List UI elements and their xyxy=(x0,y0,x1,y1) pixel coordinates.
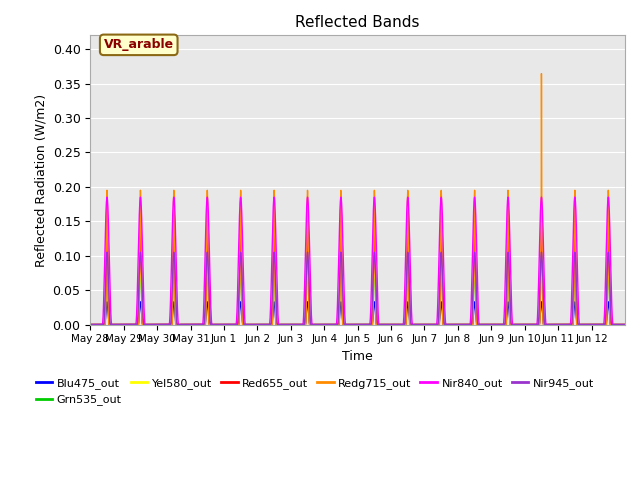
Yel580_out xyxy=(483,322,491,327)
Yel580_out xyxy=(103,260,111,265)
Blu475_out xyxy=(86,322,94,327)
Yel580_out xyxy=(511,322,519,327)
Blu475_out xyxy=(426,322,434,327)
Redg715_out xyxy=(511,322,519,327)
Red655_out xyxy=(621,322,629,327)
Nir840_out xyxy=(621,322,629,327)
Line: Redg715_out: Redg715_out xyxy=(90,73,625,324)
Nir945_out xyxy=(103,250,111,255)
Line: Nir840_out: Nir840_out xyxy=(90,197,625,324)
Nir945_out xyxy=(113,322,121,327)
Red655_out xyxy=(511,322,519,327)
Nir840_out xyxy=(483,322,490,327)
Redg715_out xyxy=(280,322,288,327)
Red655_out xyxy=(426,322,434,327)
Nir840_out xyxy=(86,322,94,327)
Red655_out xyxy=(483,322,491,327)
Legend: Blu475_out, Grn535_out, Yel580_out, Red655_out, Redg715_out, Nir840_out, Nir945_: Blu475_out, Grn535_out, Yel580_out, Red6… xyxy=(31,373,598,410)
Nir840_out xyxy=(511,322,519,327)
Line: Nir945_out: Nir945_out xyxy=(90,252,625,324)
Blu475_out xyxy=(403,308,411,314)
Redg715_out xyxy=(483,322,490,327)
Line: Yel580_out: Yel580_out xyxy=(90,263,625,324)
Blu475_out xyxy=(483,322,491,327)
Grn535_out xyxy=(426,322,434,327)
Blu475_out xyxy=(103,299,111,305)
Grn535_out xyxy=(621,322,629,327)
Blu475_out xyxy=(280,322,288,327)
Yel580_out xyxy=(86,322,94,327)
Grn535_out xyxy=(280,322,288,327)
Yel580_out xyxy=(403,285,411,291)
Yel580_out xyxy=(280,322,288,327)
Nir945_out xyxy=(403,265,411,271)
Grn535_out xyxy=(511,322,519,327)
Blu475_out xyxy=(113,322,121,327)
Redg715_out xyxy=(538,71,545,76)
Red655_out xyxy=(403,271,411,277)
Line: Red655_out: Red655_out xyxy=(90,231,625,324)
Nir840_out xyxy=(426,322,434,327)
Yel580_out xyxy=(113,322,121,327)
Title: Reflected Bands: Reflected Bands xyxy=(296,15,420,30)
Redg715_out xyxy=(403,275,410,280)
Grn535_out xyxy=(403,288,411,293)
Nir840_out xyxy=(403,211,410,216)
Line: Grn535_out: Grn535_out xyxy=(90,267,625,324)
Yel580_out xyxy=(621,322,629,327)
X-axis label: Time: Time xyxy=(342,350,373,363)
Nir945_out xyxy=(621,322,629,327)
Nir840_out xyxy=(280,322,288,327)
Text: VR_arable: VR_arable xyxy=(104,38,174,51)
Redg715_out xyxy=(426,322,434,327)
Nir945_out xyxy=(483,322,491,327)
Grn535_out xyxy=(103,264,111,270)
Red655_out xyxy=(280,322,288,327)
Red655_out xyxy=(103,228,111,234)
Blu475_out xyxy=(621,322,629,327)
Redg715_out xyxy=(113,322,121,327)
Red655_out xyxy=(113,322,121,327)
Blu475_out xyxy=(511,322,519,327)
Nir840_out xyxy=(113,322,121,327)
Red655_out xyxy=(86,322,94,327)
Yel580_out xyxy=(426,322,434,327)
Redg715_out xyxy=(86,322,94,327)
Nir840_out xyxy=(604,194,612,200)
Grn535_out xyxy=(113,322,121,327)
Redg715_out xyxy=(621,322,629,327)
Grn535_out xyxy=(86,322,94,327)
Line: Blu475_out: Blu475_out xyxy=(90,302,625,324)
Y-axis label: Reflected Radiation (W/m2): Reflected Radiation (W/m2) xyxy=(34,94,47,266)
Nir945_out xyxy=(280,322,288,327)
Nir945_out xyxy=(86,322,94,327)
Nir945_out xyxy=(426,322,434,327)
Nir945_out xyxy=(511,322,519,327)
Grn535_out xyxy=(483,322,491,327)
